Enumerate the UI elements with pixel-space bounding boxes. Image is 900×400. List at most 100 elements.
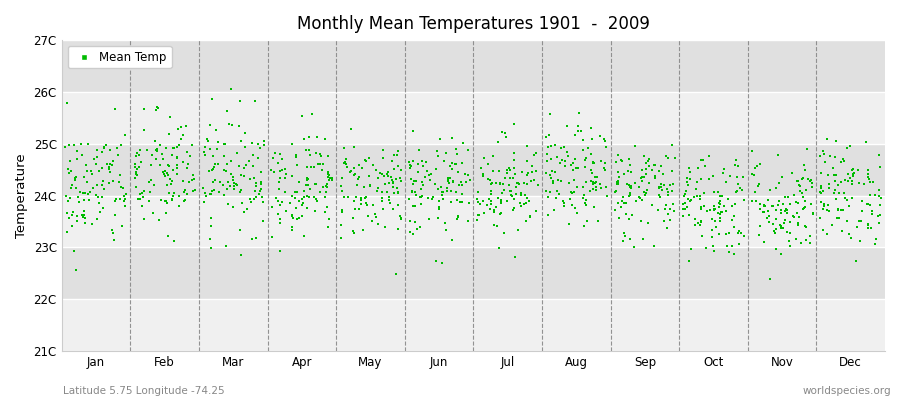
Point <box>158 198 172 204</box>
Point <box>203 191 218 197</box>
Point <box>403 229 418 235</box>
Point <box>233 172 248 178</box>
Point <box>632 184 646 190</box>
Point <box>354 201 368 207</box>
Point <box>137 188 151 194</box>
Point <box>635 197 650 204</box>
Point <box>682 168 697 175</box>
Point <box>579 155 593 161</box>
Point <box>90 194 104 200</box>
Point <box>334 182 348 189</box>
Point <box>683 196 698 203</box>
Point <box>577 192 591 198</box>
Point <box>393 166 408 173</box>
Point <box>208 177 222 184</box>
Point <box>660 225 674 232</box>
Point <box>780 194 795 200</box>
Point <box>616 171 631 177</box>
Point <box>677 193 691 200</box>
Point <box>477 154 491 161</box>
Point <box>197 148 211 155</box>
Point <box>730 174 744 180</box>
Point <box>676 200 690 207</box>
Point <box>310 198 324 204</box>
Point <box>415 179 429 186</box>
Point <box>782 238 796 245</box>
Point <box>387 190 401 197</box>
Point <box>571 123 585 130</box>
Point <box>430 185 445 192</box>
Point <box>665 187 680 194</box>
Point <box>256 218 270 224</box>
Point <box>166 190 181 196</box>
Point <box>204 215 219 221</box>
Point <box>134 159 148 166</box>
Point <box>300 164 314 170</box>
Point <box>429 166 444 172</box>
Point <box>801 175 815 182</box>
Point <box>541 194 555 200</box>
Point <box>680 204 694 210</box>
Point <box>697 190 711 197</box>
Point <box>861 201 876 207</box>
Point <box>454 179 469 185</box>
Point <box>796 206 810 213</box>
Point <box>761 208 776 215</box>
Point <box>128 161 142 168</box>
Point <box>852 238 867 245</box>
Point <box>346 164 361 171</box>
Point <box>656 182 670 189</box>
Point <box>688 216 702 222</box>
Point <box>709 224 724 231</box>
Point <box>608 188 623 194</box>
Point <box>762 276 777 283</box>
Point <box>95 205 110 212</box>
Point <box>203 222 218 229</box>
Point <box>494 200 508 206</box>
Point <box>176 159 190 165</box>
Point <box>356 227 371 233</box>
Point <box>713 201 727 207</box>
Point <box>297 188 311 194</box>
Point <box>176 178 190 184</box>
Point <box>851 167 866 173</box>
Point <box>719 178 733 185</box>
Point <box>648 162 662 168</box>
Point <box>666 180 680 187</box>
Point <box>543 131 557 138</box>
Point <box>445 166 459 172</box>
Point <box>837 158 851 164</box>
Point <box>159 200 174 206</box>
Point <box>854 218 868 224</box>
Point <box>584 151 598 158</box>
Point <box>774 250 788 257</box>
Point <box>634 218 648 224</box>
Point <box>509 184 524 190</box>
Point <box>365 161 380 168</box>
Point <box>406 128 420 134</box>
Point <box>791 220 806 226</box>
Point <box>248 180 263 186</box>
Point <box>797 204 812 210</box>
Point <box>837 190 851 196</box>
Point <box>814 215 828 221</box>
Point <box>851 218 866 224</box>
Point <box>587 204 601 210</box>
Point <box>389 176 403 182</box>
Point <box>661 155 675 161</box>
Point <box>93 209 107 215</box>
Point <box>105 227 120 234</box>
Point <box>220 108 234 114</box>
Point <box>861 167 876 173</box>
Point <box>617 230 632 236</box>
Point <box>507 196 521 202</box>
Point <box>339 156 354 162</box>
Point <box>288 154 302 160</box>
Point <box>556 198 571 204</box>
Point <box>662 217 677 223</box>
Point <box>431 153 446 159</box>
Point <box>805 184 819 190</box>
Point <box>394 178 409 184</box>
Point <box>319 188 333 195</box>
Point <box>212 161 226 168</box>
